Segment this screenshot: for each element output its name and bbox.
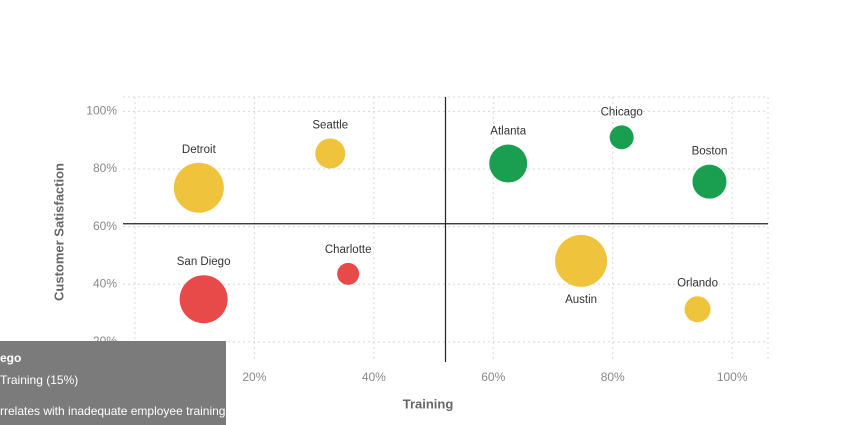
bubble	[692, 164, 727, 199]
y-axis-title: Customer Satisfaction	[51, 163, 66, 301]
x-tick-label: 40%	[362, 370, 386, 384]
point-label: Austin	[565, 294, 597, 306]
bubble	[555, 234, 608, 287]
point-label: Detroit	[182, 144, 217, 156]
point-label: San Diego	[177, 256, 231, 268]
marks: Detroit Seattle Atlanta Chicago Boston Charlo…	[173, 106, 728, 324]
x-tick-label: 60%	[481, 370, 505, 384]
point-label: Chicago	[601, 106, 643, 118]
x-tick-label: 20%	[242, 370, 266, 384]
bubble	[609, 125, 634, 150]
bubble	[173, 162, 224, 213]
x-axis-title: Training	[403, 396, 454, 411]
bubble	[179, 275, 228, 324]
tooltip-title: ego	[0, 351, 21, 365]
point-label: Boston	[692, 146, 728, 158]
y-tick-label: 60%	[93, 219, 117, 233]
bubble	[337, 262, 360, 285]
point-label: Seattle	[312, 119, 348, 131]
x-tick-label: 100%	[717, 370, 748, 384]
bubble	[489, 144, 528, 183]
point-label: Orlando	[677, 277, 718, 289]
bubble	[315, 138, 346, 169]
x-tick-label: 80%	[601, 370, 625, 384]
tooltip: ego Training (15%) rrelates with inadequ…	[0, 341, 226, 425]
y-tick-label: 100%	[86, 104, 117, 118]
bubble	[684, 296, 711, 323]
point-label: Atlanta	[490, 126, 526, 138]
tooltip-line: rrelates with inadequate employee traini…	[0, 404, 225, 418]
y-tick-label: 80%	[93, 161, 117, 175]
y-tick-label: 40%	[93, 276, 117, 290]
tooltip-line: Training (15%)	[0, 373, 78, 387]
tooltip-box	[0, 341, 226, 425]
point-label: Charlotte	[325, 244, 372, 256]
